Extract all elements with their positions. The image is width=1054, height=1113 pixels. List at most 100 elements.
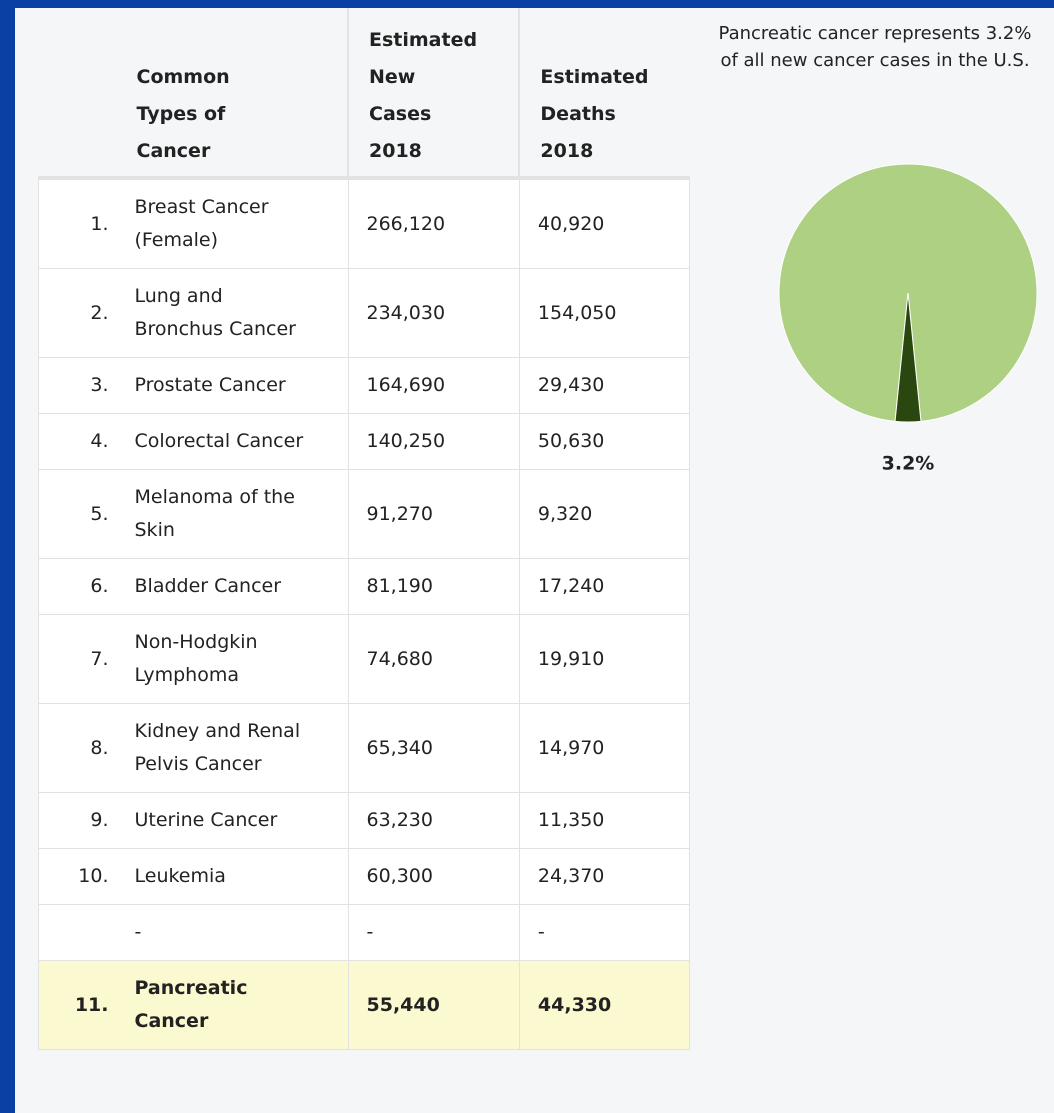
table-cell: Colorectal Cancer <box>116 413 349 470</box>
cell-text: 154,050 <box>537 301 617 324</box>
table-cell: 63,230 <box>347 792 520 849</box>
table-cell: Breast Cancer (Female) <box>116 176 349 269</box>
cell-text: Prostate Cancer <box>134 374 286 396</box>
table-cell: 266,120 <box>347 176 520 269</box>
table-cell: 91,270 <box>347 469 520 559</box>
pie-slice <box>778 163 1038 422</box>
table-cell: 140,250 <box>347 413 520 470</box>
pie-label: 3.2% <box>882 453 935 475</box>
cell-text: 74,680 <box>366 647 433 670</box>
cell-text: 19,910 <box>537 647 605 670</box>
table-cell: - <box>518 904 691 961</box>
cancer-table: Common Types of Cancer Estimated New Cas… <box>38 8 691 1050</box>
header-text: Estimated Deaths 2018 <box>540 66 649 162</box>
table-cell: 11,350 <box>518 792 691 849</box>
cell-text: 9. <box>90 809 109 831</box>
cell-text: 17,240 <box>537 575 605 597</box>
table-row: 10. Leukemia 60,300 24,370 <box>38 848 691 905</box>
cell-text: 266,120 <box>366 212 446 235</box>
table-cell: 9. <box>38 792 117 849</box>
cell-text: Colorectal Cancer <box>134 430 304 452</box>
table-cell: 74,680 <box>347 614 520 704</box>
table-cell: 19,910 <box>518 614 691 704</box>
table-cell: 234,030 <box>347 268 520 358</box>
cell-text: 29,430 <box>537 374 605 396</box>
cell-text: Melanoma of the Skin <box>134 486 295 541</box>
header-cell: Common Types of Cancer <box>117 8 349 178</box>
table-cell: 50,630 <box>518 413 691 470</box>
table-cell: 3. <box>38 357 117 414</box>
table-row: 5. Melanoma of the Skin 91,270 9,320 <box>38 469 691 559</box>
cell-text: 11. <box>74 993 109 1016</box>
table-row: 11. Pancreatic Cancer 55,440 44,330 <box>38 960 691 1050</box>
cell-text: Pancreatic Cancer <box>134 977 248 1032</box>
cell-text: 44,330 <box>537 993 612 1016</box>
cell-text: 63,230 <box>366 809 433 831</box>
cell-text: 81,190 <box>366 575 433 597</box>
panel: Common Types of Cancer Estimated New Cas… <box>15 8 1054 1113</box>
table-row: 9. Uterine Cancer 63,230 11,350 <box>38 792 691 849</box>
table-row: 4. Colorectal Cancer 140,250 50,630 <box>38 413 691 470</box>
table-cell: 4. <box>38 413 117 470</box>
table-cell: 11. <box>38 960 117 1050</box>
table-row: 3. Prostate Cancer 164,690 29,430 <box>38 357 691 414</box>
header-text: Estimated New Cases 2018 <box>369 29 478 162</box>
table-cell: 60,300 <box>347 848 520 905</box>
table-cell: 6. <box>38 558 117 615</box>
table-cell: 8. <box>38 703 117 793</box>
cell-text: Breast Cancer (Female) <box>134 196 269 251</box>
cell-text: 14,970 <box>537 736 605 759</box>
table-cell: 154,050 <box>518 268 691 358</box>
table-row: 1. Breast Cancer (Female) 266,120 40,920 <box>38 176 691 269</box>
table-cell: 7. <box>38 614 117 704</box>
table-cell <box>38 904 117 961</box>
cell-text: Uterine Cancer <box>134 809 278 831</box>
cell-text: 164,690 <box>366 374 446 396</box>
pie-slice <box>894 292 922 423</box>
cell-text: 5. <box>90 502 109 525</box>
cell-text: 7. <box>90 647 109 670</box>
table-row: 8. Kidney and Renal Pelvis Cancer 65,340 14… <box>38 703 691 793</box>
table-cell: 44,330 <box>518 960 691 1050</box>
header-row: Common Types of Cancer Estimated New Cas… <box>39 8 690 178</box>
cell-text: Bladder Cancer <box>134 575 282 597</box>
header-cell: Estimated New Cases 2018 <box>346 8 520 178</box>
table-cell: Prostate Cancer <box>116 357 349 414</box>
cell-text: Non-Hodgkin Lymphoma <box>134 631 258 686</box>
cell-text: 60,300 <box>366 865 433 887</box>
table-cell: 2. <box>38 268 117 358</box>
table-row: 2. Lung and Bronchus Cancer 234,030 154,050 <box>38 268 691 358</box>
table-cell: 24,370 <box>518 848 691 905</box>
table-cell: 55,440 <box>347 960 520 1050</box>
table-cell: 40,920 <box>518 176 691 269</box>
cell-text: Lung and Bronchus Cancer <box>134 285 296 340</box>
table-cell: Bladder Cancer <box>116 558 349 615</box>
cell-text: - <box>366 921 374 943</box>
table-cell: Leukemia <box>116 848 349 905</box>
cell-text: - <box>134 921 142 943</box>
cell-text: 11,350 <box>537 809 605 831</box>
table-body: 1. Breast Cancer (Female) 266,120 40,920 2. L… <box>38 176 691 1050</box>
cell-text: 6. <box>90 575 109 597</box>
table-row: 7. Non-Hodgkin Lymphoma 74,680 19,910 <box>38 614 691 704</box>
table-cell: Pancreatic Cancer <box>116 960 349 1050</box>
cell-text: 1. <box>90 212 109 235</box>
cell-text: 10. <box>78 865 109 887</box>
cell-text: 9,320 <box>537 502 593 525</box>
pie-chart: 3.2% <box>778 163 1038 475</box>
table-cell: Melanoma of the Skin <box>116 469 349 559</box>
table-cell: 164,690 <box>347 357 520 414</box>
table-row: --- <box>38 904 691 961</box>
header-cell: Estimated Deaths 2018 <box>518 8 690 178</box>
cell-text: 65,340 <box>366 736 433 759</box>
table-cell: 10. <box>38 848 117 905</box>
cell-text: 234,030 <box>366 301 446 324</box>
table-cell: Non-Hodgkin Lymphoma <box>116 614 349 704</box>
table-cell: 81,190 <box>347 558 520 615</box>
cell-text: 3. <box>90 374 109 396</box>
header-text: Common Types of Cancer <box>136 66 230 162</box>
table-row: 6. Bladder Cancer 81,190 17,240 <box>38 558 691 615</box>
header-cell <box>39 8 117 178</box>
cell-text: 2. <box>90 301 109 324</box>
